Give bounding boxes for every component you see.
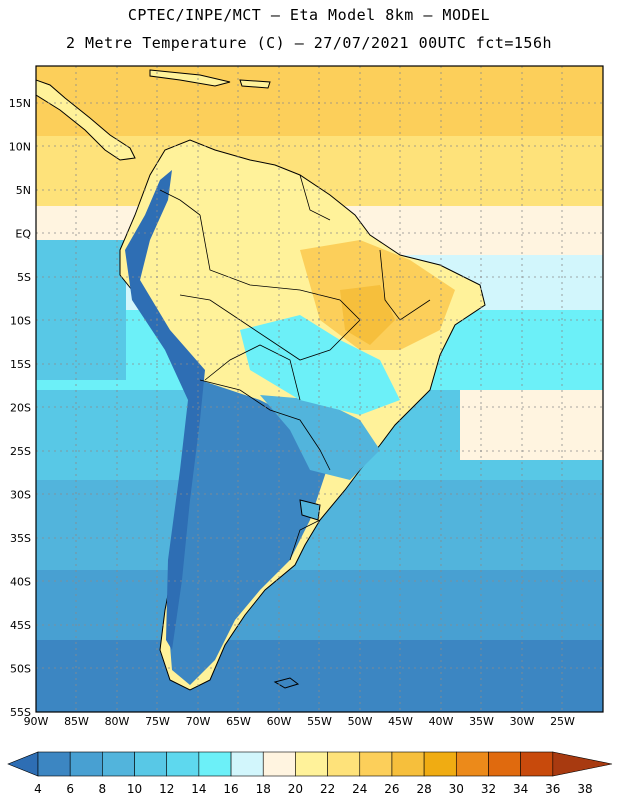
lon-label-45w: 45W	[388, 715, 413, 728]
colorbar-tick-label: 34	[513, 782, 528, 796]
ocean-band-8	[36, 66, 603, 136]
colorbar-segment	[262, 751, 296, 777]
lon-label-55w: 55W	[307, 715, 332, 728]
southern-cone-cool	[168, 380, 330, 685]
ocean-west-cool	[36, 240, 126, 380]
colorbar-tick-label: 24	[352, 782, 367, 796]
central-america	[36, 79, 136, 161]
colorbar-tick-label: 10	[127, 782, 142, 796]
colorbar-segment	[166, 751, 200, 777]
colorbar-tick-label: 4	[34, 782, 42, 796]
colorbar-tick-label: 8	[99, 782, 107, 796]
lat-label-30s: 30S	[10, 489, 31, 502]
lon-label-75w: 75W	[145, 715, 170, 728]
colorbar-tick-label: 18	[256, 782, 271, 796]
lat-label-55s: 55S	[10, 706, 31, 719]
lat-label-10s: 10S	[10, 315, 31, 328]
andes-cold	[125, 170, 205, 650]
lon-label-85w: 85W	[64, 715, 89, 728]
colorbar-tick-label: 16	[223, 782, 238, 796]
lat-label-5s: 5S	[17, 271, 31, 284]
lat-label-10n: 10N	[9, 141, 31, 154]
lon-label-60w: 60W	[267, 715, 292, 728]
lon-label-80w: 80W	[105, 715, 130, 728]
lat-label-25s: 25S	[10, 445, 31, 458]
caribbean-island-2	[239, 79, 271, 89]
falkland-islands	[273, 677, 300, 689]
colorbar-segment	[230, 751, 264, 777]
country-borders	[159, 174, 431, 561]
lat-label-5n: 5N	[16, 184, 31, 197]
lon-label-50w: 50W	[348, 715, 373, 728]
colorbar-tick-label: 36	[545, 782, 560, 796]
map-frame	[35, 65, 604, 713]
colorbar-segment	[327, 751, 361, 777]
colorbar-segment	[488, 751, 521, 777]
lon-label-40w: 40W	[429, 715, 454, 728]
ocean-band-1	[36, 560, 603, 640]
caribbean-island-1	[149, 69, 231, 87]
colorbar-tick-label: 22	[320, 782, 335, 796]
ocean-east-warm	[460, 390, 603, 460]
colorbar-tick-label: 30	[449, 782, 464, 796]
lon-label-90w: 90W	[24, 715, 49, 728]
colorbar-tick-label: 26	[384, 782, 399, 796]
lat-label-15s: 15S	[10, 358, 31, 371]
colorbar-segment	[69, 751, 103, 777]
colorbar-segment	[134, 751, 168, 777]
colorbar-min-arrow	[7, 751, 39, 777]
central-hot	[340, 285, 395, 345]
longitude-labels: 90W 85W 80W 75W 70W 65W 60W 55W 50W 45W 40W 35W 30W 2…	[24, 715, 575, 728]
colorbar-tick-label: 38	[577, 782, 592, 796]
colorbar-segment	[423, 751, 457, 777]
lat-label-20s: 20S	[10, 402, 31, 415]
colorbar-tick-label: 6	[66, 782, 74, 796]
map-title-line-2: 2 Metre Temperature (C) – 27/07/2021 00U…	[65, 34, 553, 52]
latitude-labels: 15N 10N 5N EQ 5S 10S 15S 20S 25S 30S 35S 40S 45S 50S 5…	[9, 97, 32, 719]
graticule	[36, 66, 603, 712]
colorbar-segment	[295, 751, 328, 777]
lagoon	[299, 499, 321, 521]
colorbar-tick-label: 12	[159, 782, 174, 796]
colorbar-segment	[359, 751, 393, 777]
lat-label-15n: 15N	[9, 97, 31, 110]
colorbar-tick-label: 32	[481, 782, 496, 796]
colorbar-tick-label: 14	[191, 782, 206, 796]
colorbar-segment	[198, 751, 232, 777]
lat-label-40s: 40S	[10, 576, 31, 589]
lon-label-35w: 35W	[469, 715, 494, 728]
lat-label-50s: 50S	[10, 663, 31, 676]
lon-label-30w: 30W	[510, 715, 535, 728]
lat-label-45s: 45S	[10, 619, 31, 632]
map-title-line-1: CPTEC/INPE/MCT – Eta Model 8km – MODEL	[127, 6, 491, 24]
lon-label-65w: 65W	[226, 715, 251, 728]
lat-label-35s: 35S	[10, 532, 31, 545]
lon-label-70w: 70W	[186, 715, 211, 728]
colorbar-tick-label: 20	[288, 782, 303, 796]
lat-label-eq: EQ	[15, 228, 31, 241]
colorbar-segment	[102, 751, 135, 777]
lon-label-25w: 25W	[550, 715, 575, 728]
colorbar-segment	[37, 751, 71, 777]
colorbar-max-arrow	[552, 751, 613, 777]
colorbar-segment	[520, 751, 554, 777]
colorbar-tick-label: 28	[416, 782, 431, 796]
colorbar-segment	[455, 751, 489, 777]
colorbar-segment	[391, 751, 425, 777]
